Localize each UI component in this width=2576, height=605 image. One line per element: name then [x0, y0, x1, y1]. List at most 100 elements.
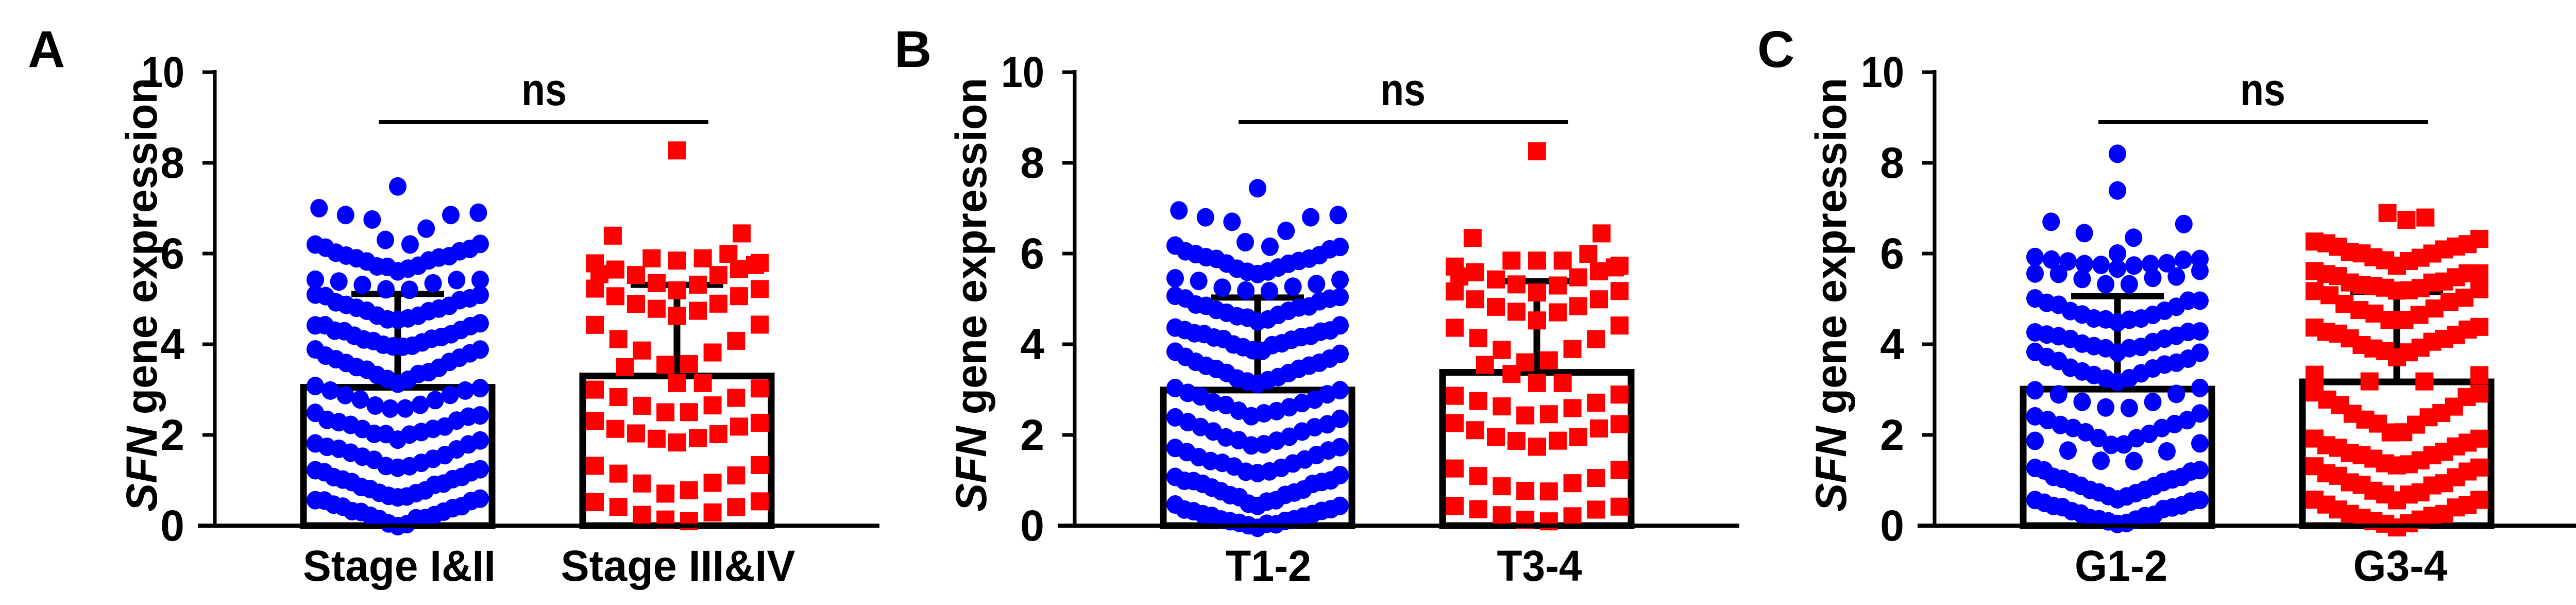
panel-a: A SFN gene expression 0 2 4 6 8 10 Stage…: [28, 21, 879, 590]
y-tick-label: 0: [160, 501, 184, 550]
data-point-square: [1528, 438, 1546, 456]
data-point-square: [1592, 224, 1611, 243]
data-point-square: [751, 280, 769, 298]
data-point-circle: [2102, 435, 2120, 455]
points-squares: [586, 141, 769, 530]
data-point-square: [1569, 428, 1587, 446]
data-point-square: [1553, 374, 1572, 392]
data-point-circle: [1331, 438, 1349, 457]
data-point-circle: [389, 177, 406, 196]
data-point-square: [606, 260, 624, 279]
points-circles: [1166, 179, 1349, 537]
data-point-circle: [1236, 233, 1255, 251]
data-point-square: [1528, 142, 1546, 161]
data-point-circle: [417, 219, 435, 238]
data-point-circle: [1170, 201, 1188, 220]
data-point-square: [1446, 414, 1464, 432]
y-axis-title: SFN gene expression: [947, 78, 995, 512]
data-point-square: [1563, 340, 1582, 358]
data-point-square: [1469, 329, 1487, 347]
data-point-circle: [1223, 212, 1241, 231]
data-point-square: [730, 417, 748, 436]
significance-label: ns: [521, 64, 567, 115]
significance-label: ns: [2240, 64, 2285, 115]
data-point-square: [2360, 372, 2379, 391]
data-point-circle: [1213, 278, 1231, 297]
data-point-square: [2470, 366, 2488, 384]
data-point-square: [689, 275, 707, 294]
panel-b: B SFN gene expression 0 2 4 6 8 10 T1-2 …: [894, 21, 1739, 590]
data-point-circle: [469, 203, 487, 222]
data-point-square: [586, 412, 604, 430]
significance-label: ns: [1380, 64, 1426, 115]
data-point-square: [1487, 270, 1505, 289]
y-tick-label: 6: [1880, 229, 1904, 278]
data-point-circle: [471, 431, 489, 450]
data-point-square: [633, 341, 651, 360]
axes: [1918, 70, 2576, 528]
data-point-square: [727, 498, 745, 516]
data-point-circle: [471, 489, 489, 508]
data-point-circle: [1196, 208, 1214, 227]
y-axis-title-rest: gene expression: [117, 78, 166, 426]
data-point-circle: [1331, 409, 1349, 428]
data-point-square: [648, 274, 666, 293]
data-point-circle: [2167, 384, 2185, 404]
data-point-circle: [411, 395, 429, 414]
data-point-circle: [381, 399, 399, 418]
y-tick-label: 4: [160, 320, 184, 368]
data-point-circle: [471, 285, 489, 305]
data-point-circle: [307, 270, 324, 289]
data-point-square: [656, 356, 675, 374]
data-point-square: [668, 141, 686, 160]
data-point-circle: [2043, 250, 2060, 269]
data-point-square: [751, 456, 769, 474]
y-axis-title-gene: SFN: [1807, 425, 1855, 512]
data-point-circle: [2073, 270, 2091, 289]
data-point-square: [1446, 318, 1464, 337]
y-tick-label: 6: [1020, 229, 1044, 278]
data-point-square: [703, 343, 722, 362]
data-point-circle: [1237, 281, 1255, 300]
data-point-circle: [2097, 398, 2115, 417]
data-point-circle: [2073, 392, 2091, 411]
data-point-square: [1502, 365, 1521, 383]
data-point-square: [1446, 386, 1464, 405]
data-point-circle: [2158, 442, 2176, 461]
data-point-square: [1549, 276, 1567, 295]
data-point-circle: [1284, 277, 1302, 296]
data-point-square: [1590, 419, 1608, 438]
data-point-square: [2416, 208, 2435, 227]
data-point-square: [609, 330, 628, 348]
data-point-circle: [1308, 275, 1326, 294]
data-point-square: [1539, 482, 1558, 501]
data-point-circle: [2191, 261, 2209, 280]
data-point-square: [616, 358, 634, 376]
data-point-circle: [377, 280, 395, 299]
data-point-circle: [2076, 255, 2093, 274]
data-point-square: [1493, 477, 1511, 496]
data-point-circle: [2175, 250, 2192, 270]
data-point-circle: [1331, 344, 1349, 363]
data-point-circle: [471, 379, 489, 398]
y-tick-labels: 0 2 4 6 8 10: [1001, 48, 1044, 550]
data-point-square: [1539, 351, 1558, 369]
data-point-square: [719, 245, 738, 263]
data-point-circle: [400, 280, 418, 299]
data-point-square: [745, 256, 764, 274]
data-point-circle: [1331, 288, 1349, 307]
data-point-circle: [2109, 181, 2126, 200]
data-point-square: [2470, 264, 2488, 283]
y-tick-label: 8: [1020, 139, 1044, 187]
y-tick-labels: 0 2 4 6 8 10: [141, 48, 184, 550]
data-point-square: [2378, 204, 2397, 222]
data-point-square: [1553, 251, 1572, 270]
data-point-square: [1469, 500, 1487, 518]
data-point-square: [668, 374, 686, 392]
data-point-circle: [442, 206, 460, 225]
data-point-circle: [2026, 381, 2044, 400]
data-point-square: [586, 493, 604, 511]
x-category-label: T3-4: [1497, 542, 1582, 590]
data-point-circle: [1242, 436, 1260, 455]
data-point-circle: [2097, 275, 2115, 294]
